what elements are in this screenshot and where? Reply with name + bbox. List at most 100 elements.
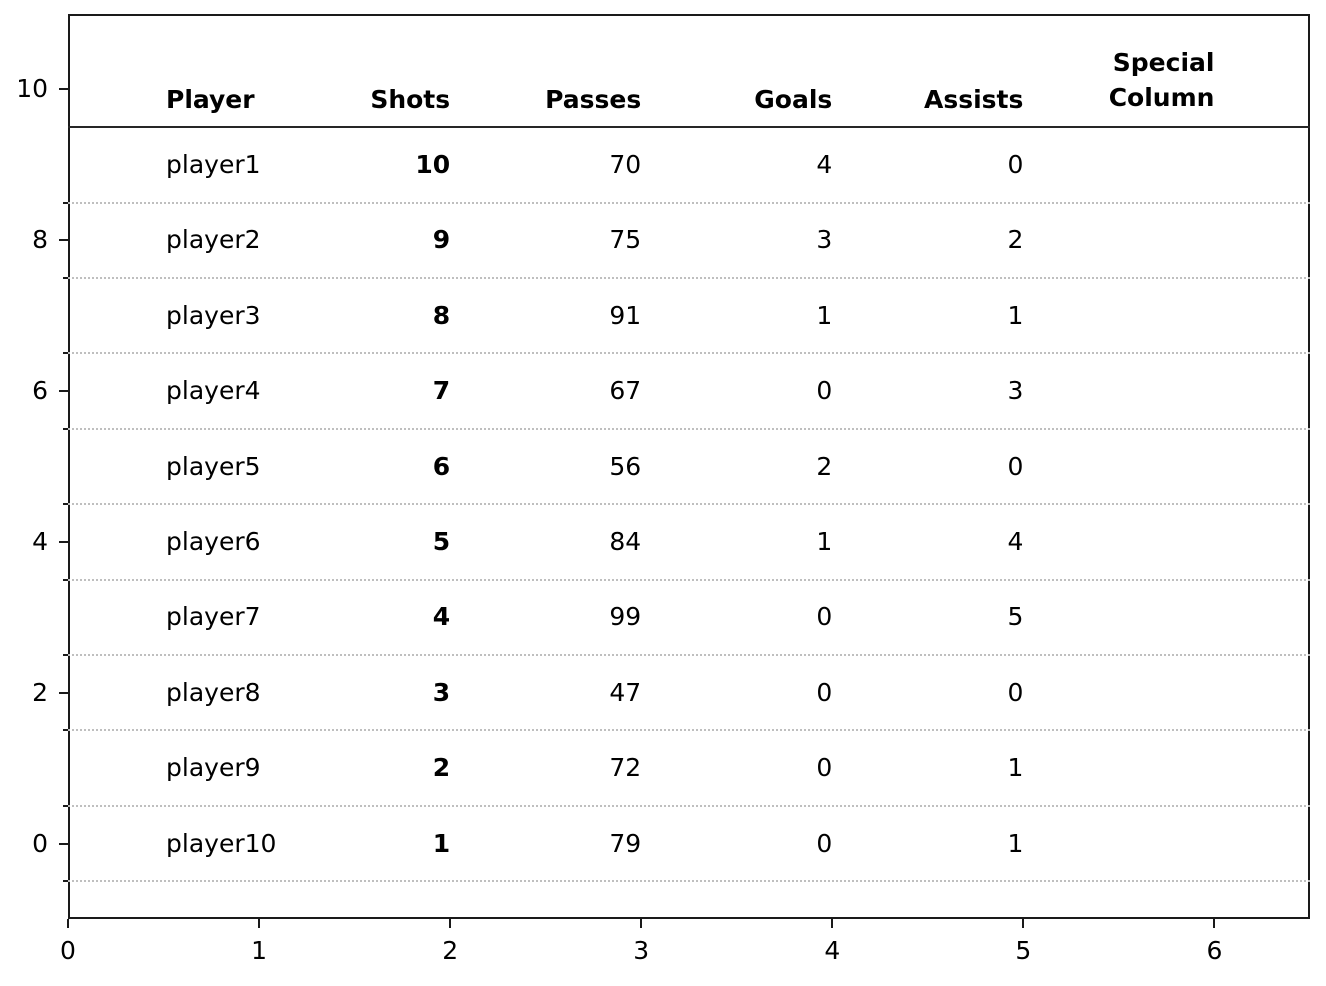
- x-axis-tick-label: 1: [251, 936, 268, 965]
- y-axis-major-tick: [59, 842, 68, 845]
- row-separator-gridline: [68, 427, 1310, 430]
- row-separator-gridline: [68, 578, 1310, 581]
- table-cell-passes-row8: 47: [609, 677, 642, 707]
- table-cell-shots-row6: 5: [432, 526, 451, 556]
- column-header-assists: Assists: [923, 85, 1024, 114]
- header-underline: [68, 126, 1310, 129]
- y-axis-minor-tick: [63, 427, 68, 430]
- x-axis-tick-label: 5: [1015, 936, 1032, 965]
- table-cell-player-row6: player6: [166, 526, 261, 556]
- x-axis-tick: [449, 919, 452, 928]
- table-cell-player-row10: player10: [166, 828, 277, 858]
- y-axis-major-tick: [59, 390, 68, 393]
- table-cell-assists-row6: 4: [1007, 526, 1024, 556]
- table-cell-passes-row9: 72: [609, 753, 642, 783]
- x-axis-tick: [67, 919, 69, 928]
- x-axis-tick-label: 4: [824, 936, 841, 965]
- table-cell-assists-row5: 0: [1007, 451, 1024, 481]
- row-separator-gridline: [68, 880, 1310, 883]
- table-cell-goals-row4: 0: [816, 376, 833, 406]
- table-cell-player-row7: player7: [166, 602, 261, 632]
- table-cell-goals-row1: 4: [816, 149, 833, 179]
- table-cell-assists-row10: 1: [1007, 828, 1024, 858]
- y-axis-major-tick: [59, 540, 68, 543]
- table-cell-shots-row2: 9: [432, 225, 451, 255]
- table-cell-player-row5: player5: [166, 451, 261, 481]
- y-axis-minor-tick: [63, 503, 68, 506]
- x-axis-tick: [640, 919, 643, 928]
- x-axis-tick-label: 6: [1206, 936, 1223, 965]
- column-header-shots: Shots: [370, 85, 451, 114]
- y-axis-tick-label: 4: [32, 526, 48, 556]
- y-axis-tick-label: 6: [32, 376, 48, 406]
- y-axis-tick-label: 10: [16, 74, 48, 104]
- table-cell-goals-row8: 0: [816, 677, 833, 707]
- y-axis-major-tick: [59, 239, 68, 242]
- table-cell-passes-row6: 84: [609, 526, 642, 556]
- y-axis-major-tick: [59, 691, 68, 694]
- table-cell-passes-row2: 75: [609, 225, 642, 255]
- table-cell-goals-row2: 3: [816, 225, 833, 255]
- row-separator-gridline: [68, 352, 1310, 355]
- row-separator-gridline: [68, 804, 1310, 807]
- y-axis-minor-tick: [63, 729, 68, 732]
- table-cell-player-row4: player4: [166, 376, 261, 406]
- table-cell-assists-row4: 3: [1007, 376, 1024, 406]
- x-axis-tick-label: 3: [633, 936, 650, 965]
- table-cell-player-row1: player1: [166, 149, 261, 179]
- table-cell-shots-row4: 7: [432, 376, 451, 406]
- y-axis-minor-tick: [63, 880, 68, 883]
- table-cell-goals-row5: 2: [816, 451, 833, 481]
- x-axis-tick: [258, 919, 261, 928]
- y-axis-minor-tick: [63, 276, 68, 279]
- y-axis-tick-label: 0: [32, 828, 48, 858]
- table-cell-shots-row3: 8: [432, 300, 451, 330]
- row-separator-gridline: [68, 654, 1310, 657]
- table-cell-goals-row9: 0: [816, 753, 833, 783]
- y-axis-minor-tick: [63, 578, 68, 581]
- plot-area: [68, 14, 1310, 919]
- x-axis-tick: [1022, 919, 1025, 928]
- y-axis-tick-label: 8: [32, 225, 48, 255]
- column-header-passes: Passes: [545, 85, 642, 114]
- table-cell-goals-row3: 1: [816, 300, 833, 330]
- table-cell-assists-row2: 2: [1007, 225, 1024, 255]
- table-cell-assists-row1: 0: [1007, 149, 1024, 179]
- y-axis-tick-label: 2: [32, 677, 48, 707]
- table-cell-shots-row9: 2: [432, 753, 451, 783]
- y-axis-minor-tick: [63, 201, 68, 204]
- table-cell-goals-row7: 0: [816, 602, 833, 632]
- row-separator-gridline: [68, 503, 1310, 506]
- table-cell-goals-row10: 0: [816, 828, 833, 858]
- table-cell-passes-row10: 79: [609, 828, 642, 858]
- y-axis-minor-tick: [63, 352, 68, 355]
- table-cell-player-row8: player8: [166, 677, 261, 707]
- table-cell-assists-row3: 1: [1007, 300, 1024, 330]
- row-separator-gridline: [68, 276, 1310, 279]
- table-cell-assists-row8: 0: [1007, 677, 1024, 707]
- column-header-goals: Goals: [754, 85, 833, 114]
- table-cell-passes-row1: 70: [609, 149, 642, 179]
- table-cell-passes-row4: 67: [609, 376, 642, 406]
- table-cell-shots-row7: 4: [432, 602, 451, 632]
- table-cell-shots-row8: 3: [432, 677, 451, 707]
- table-cell-passes-row5: 56: [609, 451, 642, 481]
- table-cell-assists-row7: 5: [1007, 602, 1024, 632]
- column-header-player: Player: [166, 85, 255, 114]
- y-axis-minor-tick: [63, 654, 68, 657]
- row-separator-gridline: [68, 201, 1310, 204]
- table-cell-player-row2: player2: [166, 225, 261, 255]
- x-axis-tick: [1213, 919, 1216, 928]
- table-cell-passes-row7: 99: [609, 602, 642, 632]
- table-cell-player-row9: player9: [166, 753, 261, 783]
- column-header-special: Special Column: [1108, 48, 1215, 112]
- table-cell-goals-row6: 1: [816, 526, 833, 556]
- table-cell-shots-row10: 1: [432, 828, 451, 858]
- y-axis-minor-tick: [63, 804, 68, 807]
- x-axis-tick-label: 2: [442, 936, 459, 965]
- x-axis-tick-label: 0: [60, 936, 76, 965]
- x-axis-tick: [831, 919, 834, 928]
- table-cell-assists-row9: 1: [1007, 753, 1024, 783]
- table-cell-player-row3: player3: [166, 300, 261, 330]
